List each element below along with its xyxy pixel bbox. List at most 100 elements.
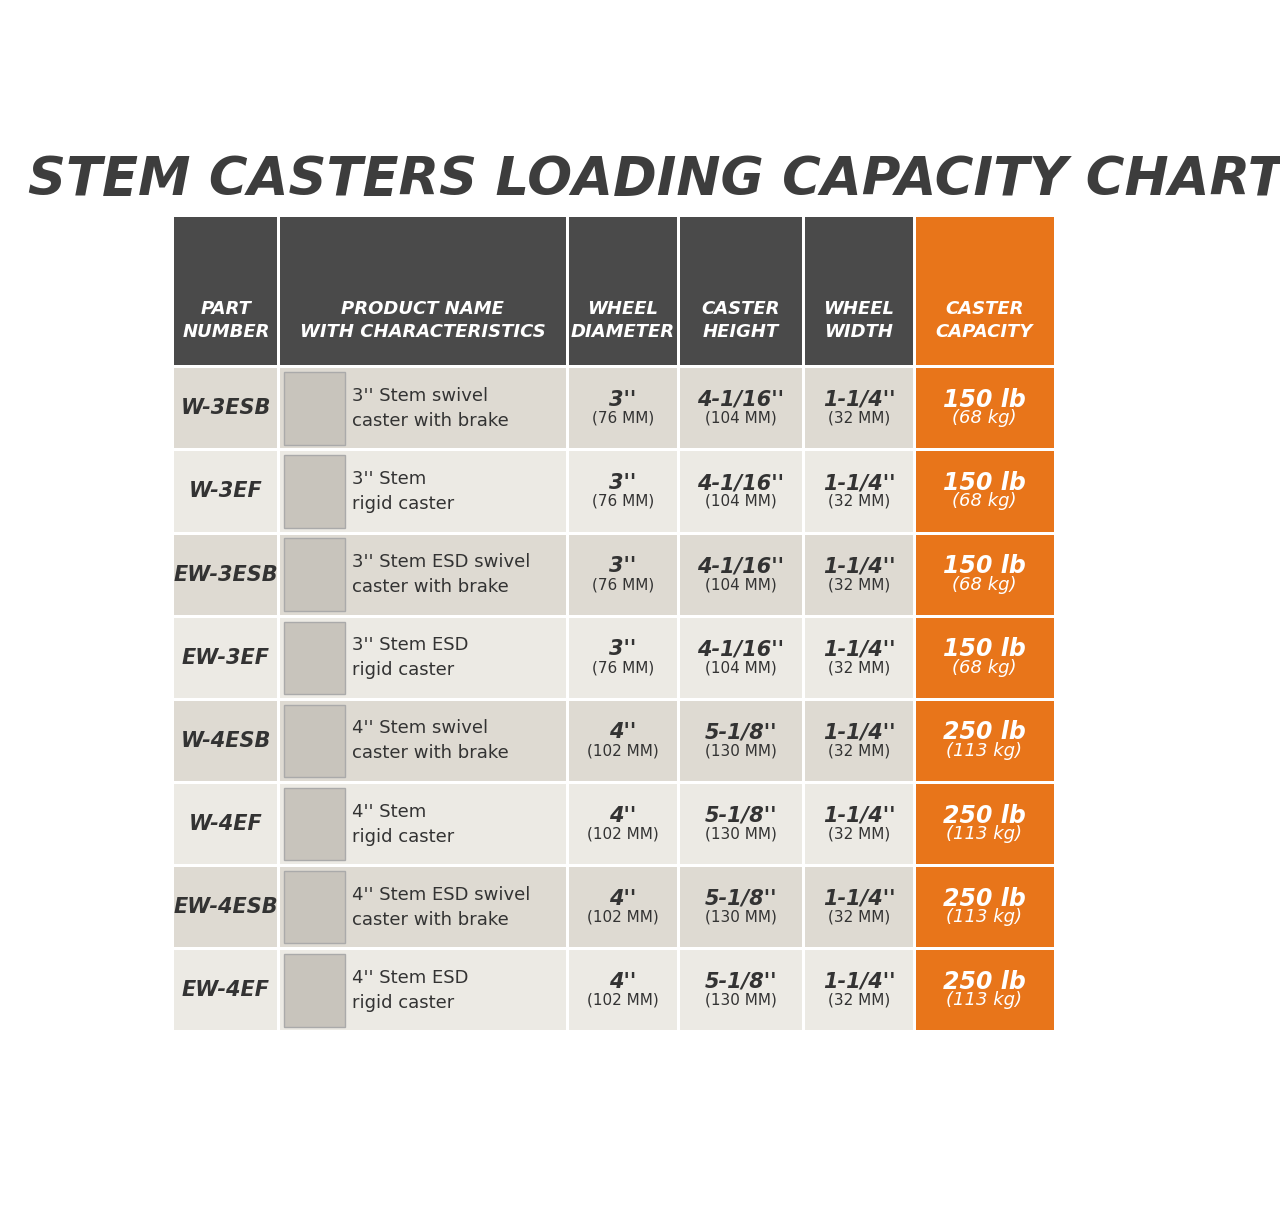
Text: 4'' Stem
rigid caster: 4'' Stem rigid caster: [352, 802, 454, 846]
Bar: [803, 216, 805, 366]
Text: 5-1/8'': 5-1/8'': [704, 972, 777, 991]
Bar: [677, 700, 680, 783]
Bar: [677, 366, 680, 449]
Bar: [567, 700, 678, 783]
Text: 150 lb: 150 lb: [943, 388, 1025, 411]
Text: WHEEL
DIAMETER: WHEEL DIAMETER: [571, 300, 675, 341]
Text: EW-3EF: EW-3EF: [182, 648, 270, 668]
Text: 4-1/16'': 4-1/16'': [698, 557, 785, 576]
Text: (32 MM): (32 MM): [828, 993, 890, 1009]
Bar: [803, 700, 805, 783]
Bar: [914, 449, 1055, 534]
Bar: [276, 783, 279, 866]
Bar: [174, 449, 278, 534]
Bar: [914, 700, 1055, 783]
Bar: [914, 783, 1055, 866]
Bar: [803, 866, 805, 949]
Bar: [803, 949, 805, 1032]
Bar: [677, 617, 680, 700]
Bar: [276, 534, 279, 617]
Bar: [803, 617, 805, 700]
Text: 3'' Stem ESD
rigid caster: 3'' Stem ESD rigid caster: [352, 636, 468, 679]
Text: 150 lb: 150 lb: [943, 471, 1025, 495]
Text: 150 lb: 150 lb: [943, 554, 1025, 579]
Bar: [913, 366, 916, 449]
Bar: [174, 866, 278, 949]
Bar: [566, 783, 568, 866]
Text: (113 kg): (113 kg): [946, 742, 1023, 759]
Text: 1-1/4'': 1-1/4'': [823, 473, 895, 493]
Bar: [914, 216, 1055, 366]
Text: (32 MM): (32 MM): [828, 410, 890, 426]
Text: 4-1/16'': 4-1/16'': [698, 640, 785, 659]
Bar: [566, 449, 568, 534]
Text: 3'' Stem swivel
caster with brake: 3'' Stem swivel caster with brake: [352, 387, 509, 430]
Bar: [174, 366, 278, 449]
Bar: [913, 949, 916, 1032]
Bar: [678, 366, 804, 449]
Bar: [804, 216, 914, 366]
Text: W-4ESB: W-4ESB: [180, 731, 271, 751]
Bar: [678, 449, 804, 534]
Text: (113 kg): (113 kg): [946, 991, 1023, 1010]
Text: STEM CASTERS LOADING CAPACITY CHART: STEM CASTERS LOADING CAPACITY CHART: [28, 154, 1280, 205]
Bar: [566, 700, 568, 783]
Text: (102 MM): (102 MM): [586, 993, 659, 1009]
Bar: [284, 955, 344, 1027]
Bar: [567, 449, 678, 534]
Text: PRODUCT NAME
WITH CHARACTERISTICS: PRODUCT NAME WITH CHARACTERISTICS: [300, 300, 545, 341]
Text: 250 lb: 250 lb: [943, 720, 1025, 745]
Text: 4-1/16'': 4-1/16'': [698, 389, 785, 410]
Text: CASTER
HEIGHT: CASTER HEIGHT: [701, 300, 780, 341]
Bar: [174, 864, 1138, 867]
Text: 1-1/4'': 1-1/4'': [823, 889, 895, 908]
Bar: [276, 449, 279, 534]
Text: 1-1/4'': 1-1/4'': [823, 806, 895, 825]
Text: 3'': 3'': [609, 473, 636, 493]
Bar: [914, 866, 1055, 949]
Bar: [278, 449, 567, 534]
Text: (102 MM): (102 MM): [586, 827, 659, 841]
Bar: [567, 617, 678, 700]
Bar: [566, 949, 568, 1032]
Bar: [278, 866, 567, 949]
Text: 1-1/4'': 1-1/4'': [823, 723, 895, 742]
Text: EW-4EF: EW-4EF: [182, 980, 270, 1000]
Bar: [567, 366, 678, 449]
Bar: [914, 534, 1055, 617]
Text: 150 lb: 150 lb: [943, 637, 1025, 662]
Bar: [278, 783, 567, 866]
Text: (32 MM): (32 MM): [828, 827, 890, 841]
Bar: [567, 783, 678, 866]
Bar: [803, 449, 805, 534]
Bar: [284, 705, 344, 777]
Text: 4'': 4'': [609, 972, 636, 991]
Bar: [913, 216, 916, 366]
Bar: [278, 216, 567, 366]
Bar: [276, 216, 279, 366]
Text: (32 MM): (32 MM): [828, 578, 890, 592]
Bar: [284, 538, 344, 610]
Text: 4'' Stem ESD swivel
caster with brake: 4'' Stem ESD swivel caster with brake: [352, 885, 531, 929]
Bar: [174, 216, 278, 366]
Bar: [278, 534, 567, 617]
Bar: [913, 866, 916, 949]
Text: 4-1/16'': 4-1/16'': [698, 473, 785, 493]
Bar: [566, 366, 568, 449]
Text: CASTER
CAPACITY: CASTER CAPACITY: [936, 300, 1033, 341]
Bar: [174, 700, 278, 783]
Bar: [278, 700, 567, 783]
Text: (130 MM): (130 MM): [705, 993, 777, 1009]
Text: WHEEL
WIDTH: WHEEL WIDTH: [823, 300, 895, 341]
Bar: [804, 949, 914, 1032]
Bar: [677, 534, 680, 617]
Bar: [678, 949, 804, 1032]
Text: PART
NUMBER: PART NUMBER: [182, 300, 270, 341]
Text: 3'': 3'': [609, 389, 636, 410]
Bar: [914, 617, 1055, 700]
Text: (76 MM): (76 MM): [591, 578, 654, 592]
Text: (113 kg): (113 kg): [946, 908, 1023, 927]
Bar: [174, 614, 1138, 618]
Bar: [914, 366, 1055, 449]
Bar: [174, 534, 278, 617]
